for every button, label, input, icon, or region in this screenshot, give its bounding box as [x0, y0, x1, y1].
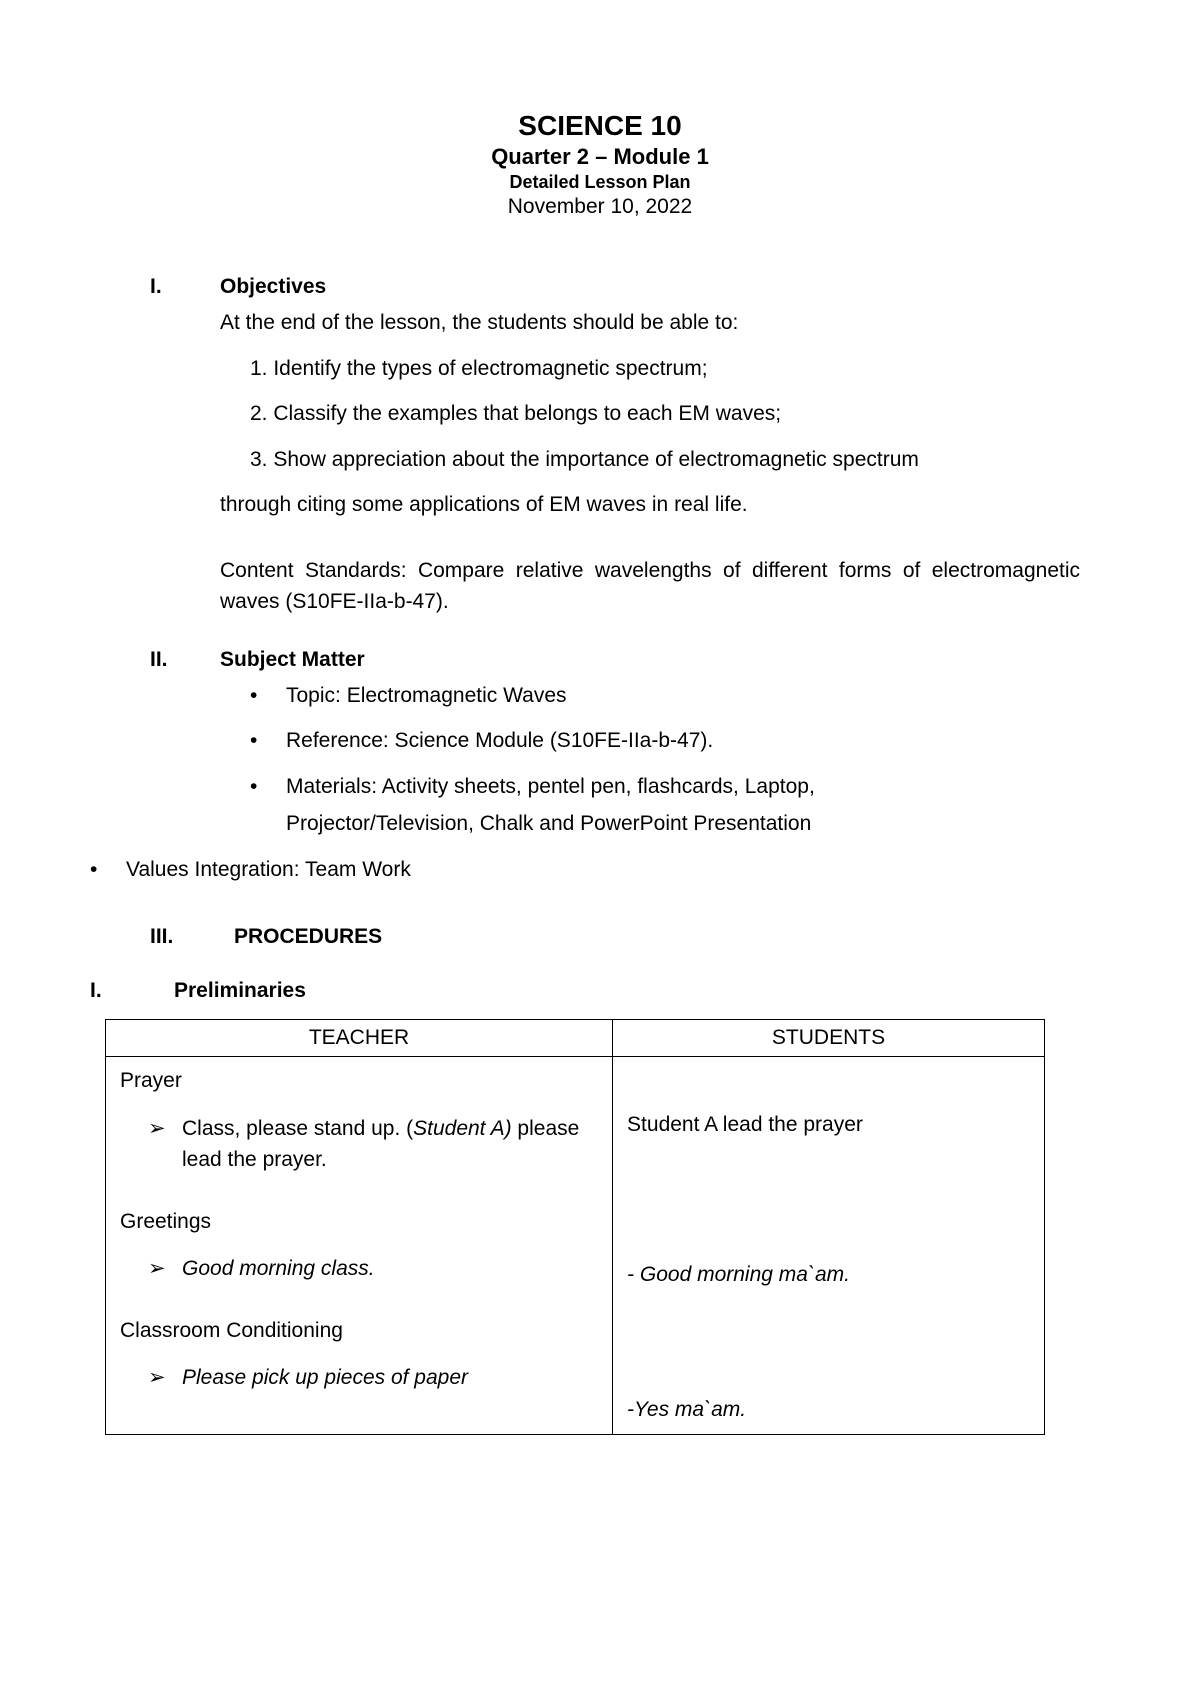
materials-text-cont: Projector/Television, Chalk and PowerPoi…: [286, 808, 811, 840]
student-responses: Student A lead the prayer - Good morning…: [627, 1065, 1030, 1426]
arrow-icon: ➢: [148, 1113, 182, 1176]
arrow-item: ➢ Good morning class.: [120, 1253, 598, 1285]
section-title: PROCEDURES: [234, 925, 382, 949]
section-title: Subject Matter: [220, 648, 365, 672]
topic-text: Topic: Electromagnetic Waves: [286, 680, 567, 712]
students-header: STUDENTS: [613, 1020, 1045, 1057]
prayer-header: Prayer: [120, 1065, 598, 1097]
student-response: -Yes ma`am.: [627, 1394, 1030, 1426]
document-date: November 10, 2022: [120, 195, 1080, 219]
subsection-number: I.: [90, 979, 174, 1003]
bullet-icon: [250, 725, 286, 757]
conditioning-text: Please pick up pieces of paper: [182, 1362, 468, 1394]
lesson-plan-table: TEACHER STUDENTS Prayer ➢ Class, please …: [105, 1019, 1045, 1435]
objectives-intro: At the end of the lesson, the students s…: [220, 307, 1080, 339]
materials-text: Materials: Activity sheets, pentel pen, …: [286, 771, 815, 803]
section-heading: II. Subject Matter: [120, 648, 1080, 672]
table-row: Prayer ➢ Class, please stand up. (Studen…: [106, 1057, 1045, 1435]
arrow-item: ➢ Please pick up pieces of paper: [120, 1362, 598, 1394]
arrow-icon: ➢: [148, 1362, 182, 1394]
section-objectives: I. Objectives At the end of the lesson, …: [120, 275, 1080, 618]
objective-item: 3. Show appreciation about the importanc…: [250, 444, 1080, 476]
content-standards: Content Standards: Compare relative wave…: [220, 555, 1080, 618]
bullet-item: Reference: Science Module (S10FE-IIa-b-4…: [250, 725, 1080, 757]
subject-matter-list: Topic: Electromagnetic Waves Reference: …: [220, 680, 1080, 840]
arrow-item: ➢ Class, please stand up. (Student A) pl…: [120, 1113, 598, 1176]
objectives-list: 1. Identify the types of electromagnetic…: [220, 353, 1080, 521]
plan-type: Detailed Lesson Plan: [120, 172, 1080, 193]
objective-item-cont: through citing some applications of EM w…: [220, 489, 1080, 521]
bullet-item: Materials: Activity sheets, pentel pen, …: [250, 771, 1080, 803]
teacher-header: TEACHER: [106, 1020, 613, 1057]
course-title: SCIENCE 10: [120, 110, 1080, 142]
prayer-block: Prayer ➢ Class, please stand up. (Studen…: [120, 1065, 598, 1176]
bullet-icon: [90, 854, 126, 886]
section-body: At the end of the lesson, the students s…: [120, 307, 1080, 618]
quarter-module: Quarter 2 – Module 1: [120, 144, 1080, 170]
greetings-block: Greetings ➢ Good morning class.: [120, 1206, 598, 1285]
section-subject-matter: II. Subject Matter Topic: Electromagneti…: [120, 648, 1080, 886]
section-procedures: III. PROCEDURES: [120, 925, 1080, 949]
values-text: Values Integration: Team Work: [126, 854, 411, 886]
bullet-item: Topic: Electromagnetic Waves: [250, 680, 1080, 712]
document-header: SCIENCE 10 Quarter 2 – Module 1 Detailed…: [120, 110, 1080, 219]
objective-item: 1. Identify the types of electromagnetic…: [250, 353, 1080, 385]
conditioning-header: Classroom Conditioning: [120, 1315, 598, 1347]
section-number: III.: [150, 925, 234, 949]
reference-text: Reference: Science Module (S10FE-IIa-b-4…: [286, 725, 713, 757]
section-number: I.: [150, 275, 220, 299]
student-response: - Good morning ma`am.: [627, 1259, 1030, 1291]
section-body: Topic: Electromagnetic Waves Reference: …: [120, 680, 1080, 840]
arrow-icon: ➢: [148, 1253, 182, 1285]
students-cell: Student A lead the prayer - Good morning…: [613, 1057, 1045, 1435]
greetings-header: Greetings: [120, 1206, 598, 1238]
bullet-item-cont: Projector/Television, Chalk and PowerPoi…: [250, 808, 1080, 840]
values-integration: Values Integration: Team Work: [90, 854, 1080, 886]
preliminaries-heading: I. Preliminaries: [90, 979, 1080, 1003]
teacher-cell: Prayer ➢ Class, please stand up. (Studen…: [106, 1057, 613, 1435]
prayer-text: Class, please stand up. (Student A) plea…: [182, 1113, 598, 1176]
table-header-row: TEACHER STUDENTS: [106, 1020, 1045, 1057]
conditioning-block: Classroom Conditioning ➢ Please pick up …: [120, 1315, 598, 1394]
subsection-title: Preliminaries: [174, 979, 306, 1003]
objective-item: 2. Classify the examples that belongs to…: [250, 398, 1080, 430]
bullet-icon: [250, 680, 286, 712]
bullet-icon: [250, 771, 286, 803]
greetings-text: Good morning class.: [182, 1253, 375, 1285]
section-title: Objectives: [220, 275, 326, 299]
section-heading: I. Objectives: [120, 275, 1080, 299]
section-number: II.: [150, 648, 220, 672]
student-response: Student A lead the prayer: [627, 1109, 1030, 1141]
